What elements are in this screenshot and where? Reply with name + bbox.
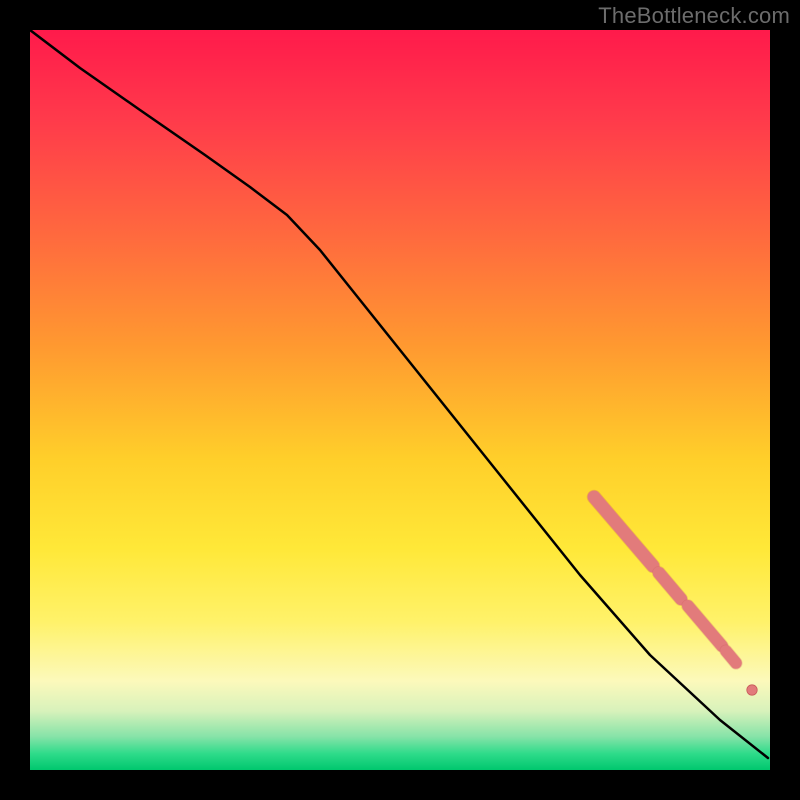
data-point: [776, 714, 788, 726]
watermark-text: TheBottleneck.com: [598, 3, 790, 29]
gradient-background: [30, 30, 770, 770]
data-point-cluster: [726, 651, 736, 663]
chart-svg: [0, 0, 800, 800]
chart-canvas: TheBottleneck.com: [0, 0, 800, 800]
data-point: [747, 685, 757, 695]
